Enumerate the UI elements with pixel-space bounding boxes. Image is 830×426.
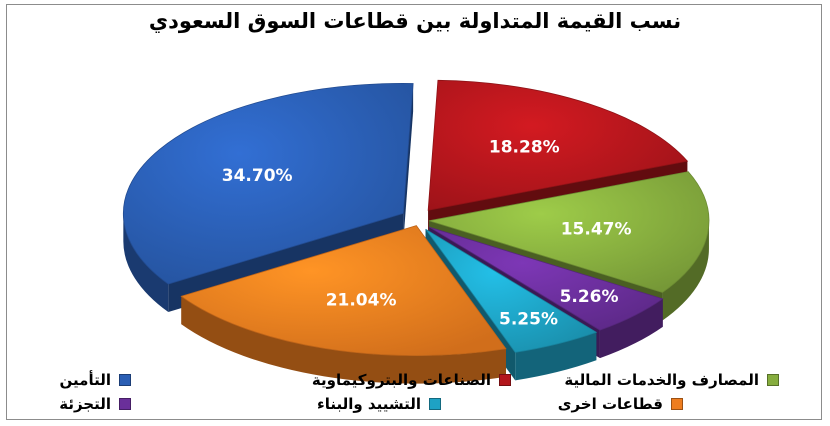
chart-title: نسب القيمة المتداولة بين قطاعات السوق ال… xyxy=(148,9,682,33)
legend-label-banks: المصارف والخدمات المالية xyxy=(564,371,759,389)
legend-item-banks: المصارف والخدمات المالية xyxy=(564,371,779,389)
slice-label-other: 21.04% xyxy=(326,290,397,310)
slice-wall-insurance-1 xyxy=(403,83,414,242)
legend-swatch-banks xyxy=(767,374,779,386)
legend-swatch-industry xyxy=(499,374,511,386)
pie-slice-other xyxy=(180,225,507,356)
pie-slice-insurance xyxy=(122,83,414,285)
slice-label-retail: 5.26% xyxy=(560,287,619,307)
pie-slice-banks xyxy=(428,171,710,293)
slice-side-construction xyxy=(515,332,597,381)
legend-label-industry: الصناعات والبتروكيماوية xyxy=(311,371,491,389)
slice-side-insurance xyxy=(123,213,169,313)
pie-slice-industry xyxy=(427,79,689,211)
slice-side-other xyxy=(181,296,506,384)
legend-swatch-construction xyxy=(429,398,441,410)
legend-swatch-retail xyxy=(119,398,131,410)
slice-label-industry: 18.28% xyxy=(489,137,560,157)
slice-side-banks xyxy=(662,220,709,321)
legend-label-retail: التجزئة xyxy=(59,395,111,413)
legend-item-construction: التشييد والبناء xyxy=(317,395,441,413)
pie-slice-construction xyxy=(425,228,598,353)
legend-item-other: قطاعات اخرى xyxy=(558,395,683,413)
legend-label-construction: التشييد والبناء xyxy=(317,395,421,413)
legend-label-other: قطاعات اخرى xyxy=(557,395,663,413)
slice-label-banks: 15.47% xyxy=(561,219,632,239)
legend-item-insurance: التأمين xyxy=(60,371,131,389)
legend-swatch-insurance xyxy=(119,374,131,386)
legend-swatch-other xyxy=(671,398,683,410)
slice-label-construction: 5.25% xyxy=(499,310,558,330)
slice-label-insurance: 34.70% xyxy=(222,166,293,186)
legend-item-industry: الصناعات والبتروكيماوية xyxy=(312,371,511,389)
legend-item-retail: التجزئة xyxy=(59,395,131,413)
slice-side-retail xyxy=(599,298,663,359)
legend-label-insurance: التأمين xyxy=(59,371,111,389)
chart-frame: نسب القيمة المتداولة بين قطاعات السوق ال… xyxy=(6,4,822,420)
pie-slice-retail xyxy=(429,226,664,331)
pie-chart: 18.28% 15.47% 5.26%5.25% 21.04% 34.70% xyxy=(122,79,710,384)
